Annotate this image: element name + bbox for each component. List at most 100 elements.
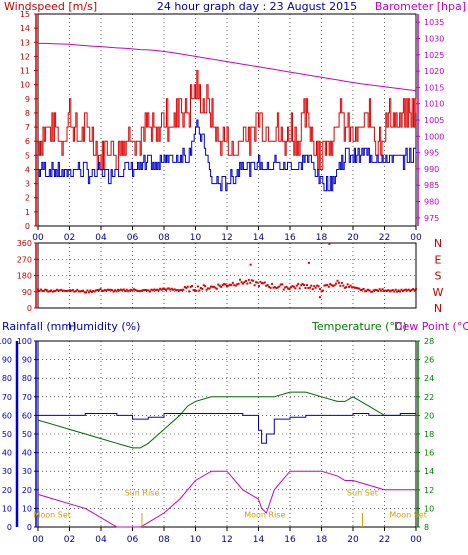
direction-point xyxy=(114,289,117,292)
direction-point xyxy=(61,289,64,292)
direction-point xyxy=(38,289,41,292)
direction-point xyxy=(308,286,311,289)
direction-point xyxy=(66,289,69,292)
x-tick-label: 04 xyxy=(95,535,107,545)
x-tick-label: 06 xyxy=(127,233,139,243)
direction-point xyxy=(151,289,154,292)
direction-point xyxy=(391,288,394,291)
y-tick-label-rainfall: 30 xyxy=(2,467,12,476)
direction-point xyxy=(387,289,390,292)
direction-point xyxy=(83,291,86,294)
direction-point xyxy=(256,281,259,284)
direction-point xyxy=(135,289,138,292)
direction-point xyxy=(48,290,51,293)
direction-point xyxy=(326,283,329,286)
rainfall-axis-title: Rainfall (mm) xyxy=(2,320,76,333)
direction-point xyxy=(102,289,105,292)
direction-point xyxy=(71,289,74,292)
y-tick-label-right: 985 xyxy=(424,181,439,190)
direction-point xyxy=(87,291,90,294)
x-tick-label: 10 xyxy=(190,535,202,545)
direction-point xyxy=(189,285,192,288)
direction-point xyxy=(400,288,403,291)
direction-point xyxy=(269,286,272,289)
x-tick-label: 08 xyxy=(158,535,170,545)
y-tick-label-left: 15 xyxy=(20,10,30,19)
direction-point xyxy=(397,289,400,292)
direction-point xyxy=(289,286,292,289)
direction-point xyxy=(122,288,125,291)
x-tick-label: 00 xyxy=(410,233,422,243)
y-tick-label-temperature: 14 xyxy=(424,467,434,476)
direction-point xyxy=(365,289,368,292)
direction-point xyxy=(375,289,378,292)
direction-point xyxy=(333,284,336,287)
direction-point xyxy=(127,290,130,293)
direction-point xyxy=(143,289,146,292)
dewpoint-axis-title: Dew Point (°C) xyxy=(394,320,468,333)
direction-point xyxy=(185,286,188,289)
direction-point xyxy=(131,289,134,292)
direction-point xyxy=(111,289,114,292)
direction-point xyxy=(132,288,135,291)
direction-point xyxy=(166,287,169,290)
direction-point xyxy=(175,289,178,292)
direction-point xyxy=(260,282,263,285)
y-tick-label-temperature: 8 xyxy=(424,523,429,532)
direction-point xyxy=(115,290,118,293)
y-tick-label-right: 1025 xyxy=(424,51,444,60)
compass-label: N xyxy=(434,237,442,250)
direction-point xyxy=(226,284,228,287)
direction-point xyxy=(220,285,223,288)
y-tick-label-rainfall: 60 xyxy=(2,411,12,420)
direction-point xyxy=(330,284,333,287)
direction-point xyxy=(204,285,207,288)
direction-point xyxy=(307,261,310,264)
direction-point xyxy=(108,288,111,291)
direction-point xyxy=(263,281,266,284)
y-tick-label-temperature: 20 xyxy=(424,411,434,420)
y-tick-label-humidity: 20 xyxy=(22,486,32,495)
direction-point xyxy=(292,285,295,288)
direction-point xyxy=(320,290,323,293)
compass-label: W xyxy=(433,286,444,299)
direction-point xyxy=(224,283,227,286)
direction-point xyxy=(76,288,79,291)
direction-point xyxy=(186,285,189,288)
direction-point xyxy=(205,288,208,291)
direction-point xyxy=(45,289,48,292)
y-tick-label-temperature: 12 xyxy=(424,486,434,495)
direction-point xyxy=(313,285,316,288)
direction-point xyxy=(329,282,332,285)
moon-rise-label: Moon Rise xyxy=(244,511,285,520)
y-tick-label-humidity: 100 xyxy=(17,337,32,346)
direction-point xyxy=(191,284,194,287)
direction-point xyxy=(44,288,47,291)
sun-set-label: Sun Set xyxy=(347,488,378,497)
direction-point xyxy=(198,289,201,292)
direction-point xyxy=(262,282,265,285)
direction-point xyxy=(93,290,96,293)
direction-point xyxy=(148,290,151,293)
compass-label: N xyxy=(434,302,442,315)
chart-title: 24 hour graph day : 23 August 2015 xyxy=(157,0,357,13)
direction-point xyxy=(237,282,240,285)
direction-point xyxy=(343,286,346,289)
direction-point xyxy=(348,285,351,288)
direction-point xyxy=(121,289,124,292)
direction-point xyxy=(284,286,287,289)
direction-point xyxy=(311,288,314,291)
temperature-humidity-panel: 00 02 04 06 08 10 12 14 16 18 20 22 0000101020203030… xyxy=(0,337,434,545)
direction-point xyxy=(52,290,55,293)
direction-point xyxy=(259,280,262,283)
direction-point xyxy=(255,281,258,284)
direction-point xyxy=(412,288,415,291)
direction-point xyxy=(316,284,319,287)
y-tick-label-rainfall: 50 xyxy=(2,430,12,439)
direction-point xyxy=(247,278,250,281)
direction-point xyxy=(106,288,109,291)
direction-point xyxy=(243,281,246,284)
direction-point xyxy=(336,279,339,282)
y-tick-label-temperature: 28 xyxy=(424,337,434,346)
direction-point xyxy=(58,289,61,292)
